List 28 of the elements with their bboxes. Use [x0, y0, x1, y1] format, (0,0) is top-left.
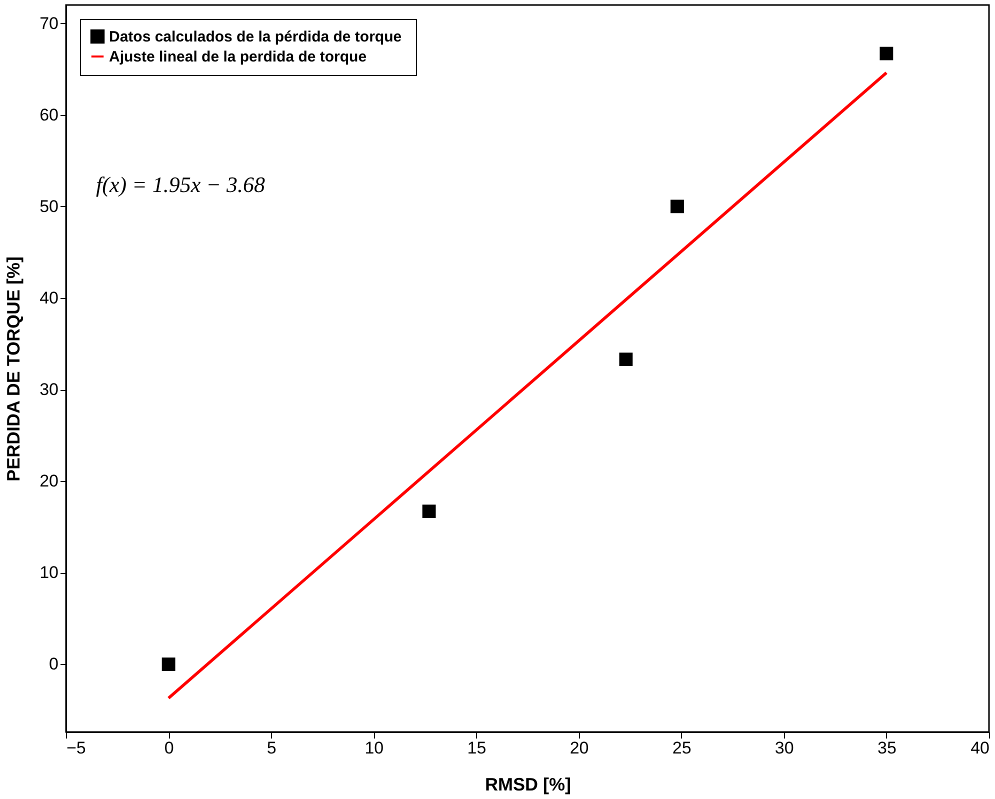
- x-tick-label: −5: [66, 738, 86, 758]
- y-tick-label: 30: [40, 380, 58, 400]
- annotation: f(x) = 1.95x − 3.68: [96, 172, 265, 197]
- y-tick-label: 60: [40, 105, 58, 124]
- point: [880, 46, 894, 60]
- x-tick-label: 5: [266, 738, 276, 758]
- x-tick-label: 20: [570, 738, 589, 758]
- x-tick-label: 10: [364, 738, 384, 758]
- x-axis-title: RMSD [%]: [485, 774, 571, 794]
- x-tick-label: 30: [774, 738, 794, 758]
- x-tick-label: 35: [877, 738, 896, 758]
- x-tick-label: 40: [970, 738, 990, 758]
- y-tick-label: 20: [40, 472, 58, 491]
- point: [670, 200, 684, 214]
- x-tick-label: 25: [672, 738, 692, 758]
- point: [619, 352, 633, 366]
- y-tick-label: 50: [40, 196, 58, 216]
- y-tick-label: 0: [49, 654, 58, 674]
- x-tick-label: 0: [164, 738, 174, 758]
- legend-label: Ajuste lineal de la perdida de torque: [109, 48, 367, 66]
- y-tick-label: 70: [40, 14, 58, 33]
- y-tick-label: 10: [40, 563, 58, 582]
- point: [162, 658, 176, 671]
- y-axis-title: PERDIDA DE TORQUE [%]: [4, 256, 24, 482]
- legend-label: Datos calculados de la pérdida de torque: [109, 28, 402, 46]
- x-tick-label: 15: [467, 738, 486, 758]
- point: [422, 504, 436, 518]
- y-tick-label: 40: [40, 288, 58, 308]
